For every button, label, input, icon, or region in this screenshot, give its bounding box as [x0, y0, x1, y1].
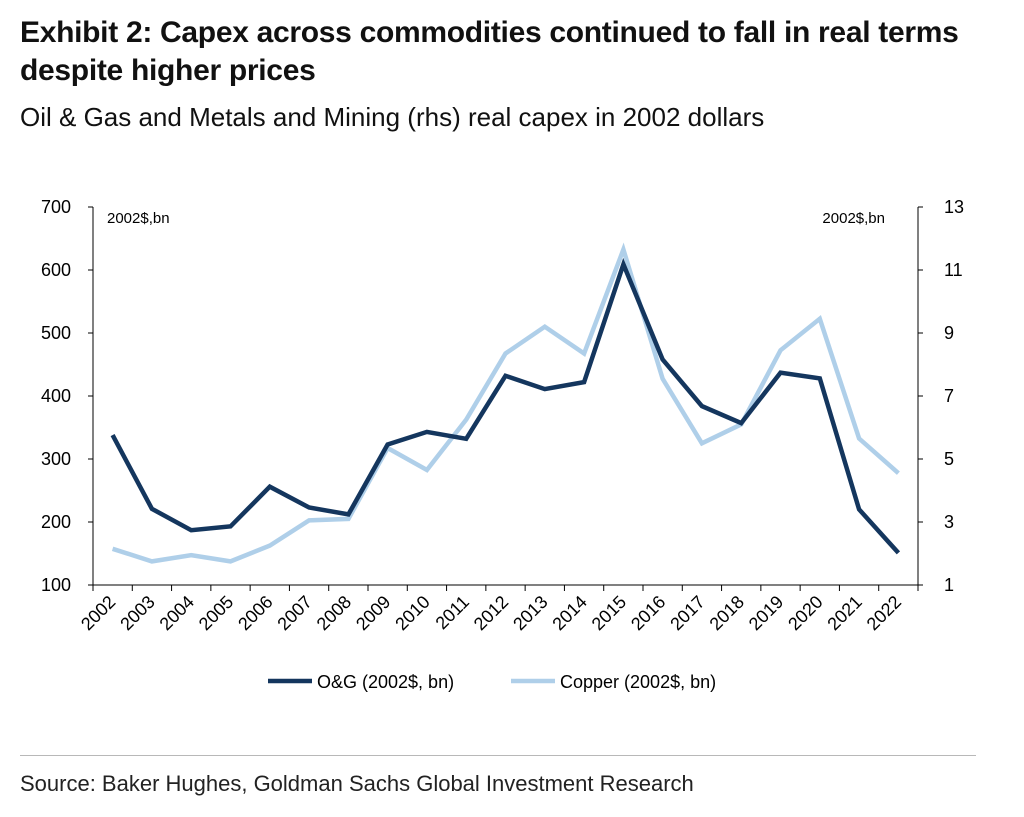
- left-axis-unit-label: 2002$,bn: [107, 210, 170, 227]
- x-tick-label: 2017: [666, 592, 708, 634]
- right-tick-label: 9: [944, 323, 954, 343]
- x-tick-label: 2005: [195, 592, 237, 634]
- og-series-line: [110, 257, 901, 555]
- left-tick-label: 600: [41, 260, 71, 280]
- x-tick-label: 2012: [470, 592, 512, 634]
- x-tick-label: 2003: [116, 592, 158, 634]
- x-tick-label: 2016: [627, 592, 669, 634]
- x-tick-label: 2019: [745, 592, 787, 634]
- right-tick-label: 5: [944, 449, 954, 469]
- copper-series-line: [111, 242, 900, 564]
- x-tick-label: 2004: [156, 592, 198, 634]
- x-tick-label: 2014: [548, 592, 590, 634]
- right-tick-label: 13: [944, 197, 964, 217]
- x-tick-label: 2007: [273, 592, 315, 634]
- left-tick-label: 400: [41, 386, 71, 406]
- x-tick-label: 2008: [313, 592, 355, 634]
- right-tick-label: 7: [944, 386, 954, 406]
- right-axis-unit-label: 2002$,bn: [822, 210, 885, 227]
- left-tick-label: 700: [41, 197, 71, 217]
- x-tick-label: 2020: [784, 592, 826, 634]
- x-tick-label: 2010: [391, 592, 433, 634]
- chart-title: Exhibit 2: Capex across commodities cont…: [20, 16, 959, 87]
- x-tick-label: 2002: [77, 592, 119, 634]
- legend-og-label: O&G (2002$, bn): [317, 672, 454, 692]
- footer-divider: [20, 755, 976, 756]
- left-tick-label: 100: [41, 575, 71, 595]
- left-tick-label: 300: [41, 449, 71, 469]
- right-tick-label: 3: [944, 512, 954, 532]
- source-note: Source: Baker Hughes, Goldman Sachs Glob…: [20, 771, 694, 796]
- x-tick-label: 2015: [588, 592, 630, 634]
- x-tick-label: 2006: [234, 592, 276, 634]
- left-tick-label: 500: [41, 323, 71, 343]
- right-tick-label: 11: [944, 260, 963, 280]
- left-tick-label: 200: [41, 512, 71, 532]
- x-tick-label: 2021: [823, 592, 865, 634]
- chart-subtitle: Oil & Gas and Metals and Mining (rhs) re…: [20, 102, 765, 132]
- right-tick-label: 1: [944, 575, 954, 595]
- x-tick-label: 2009: [352, 592, 394, 634]
- x-tick-label: 2018: [706, 592, 748, 634]
- x-tick-label: 2022: [863, 592, 905, 634]
- x-tick-label: 2011: [432, 592, 474, 634]
- legend-copper-label: Copper (2002$, bn): [560, 672, 716, 692]
- x-tick-label: 2013: [509, 592, 551, 634]
